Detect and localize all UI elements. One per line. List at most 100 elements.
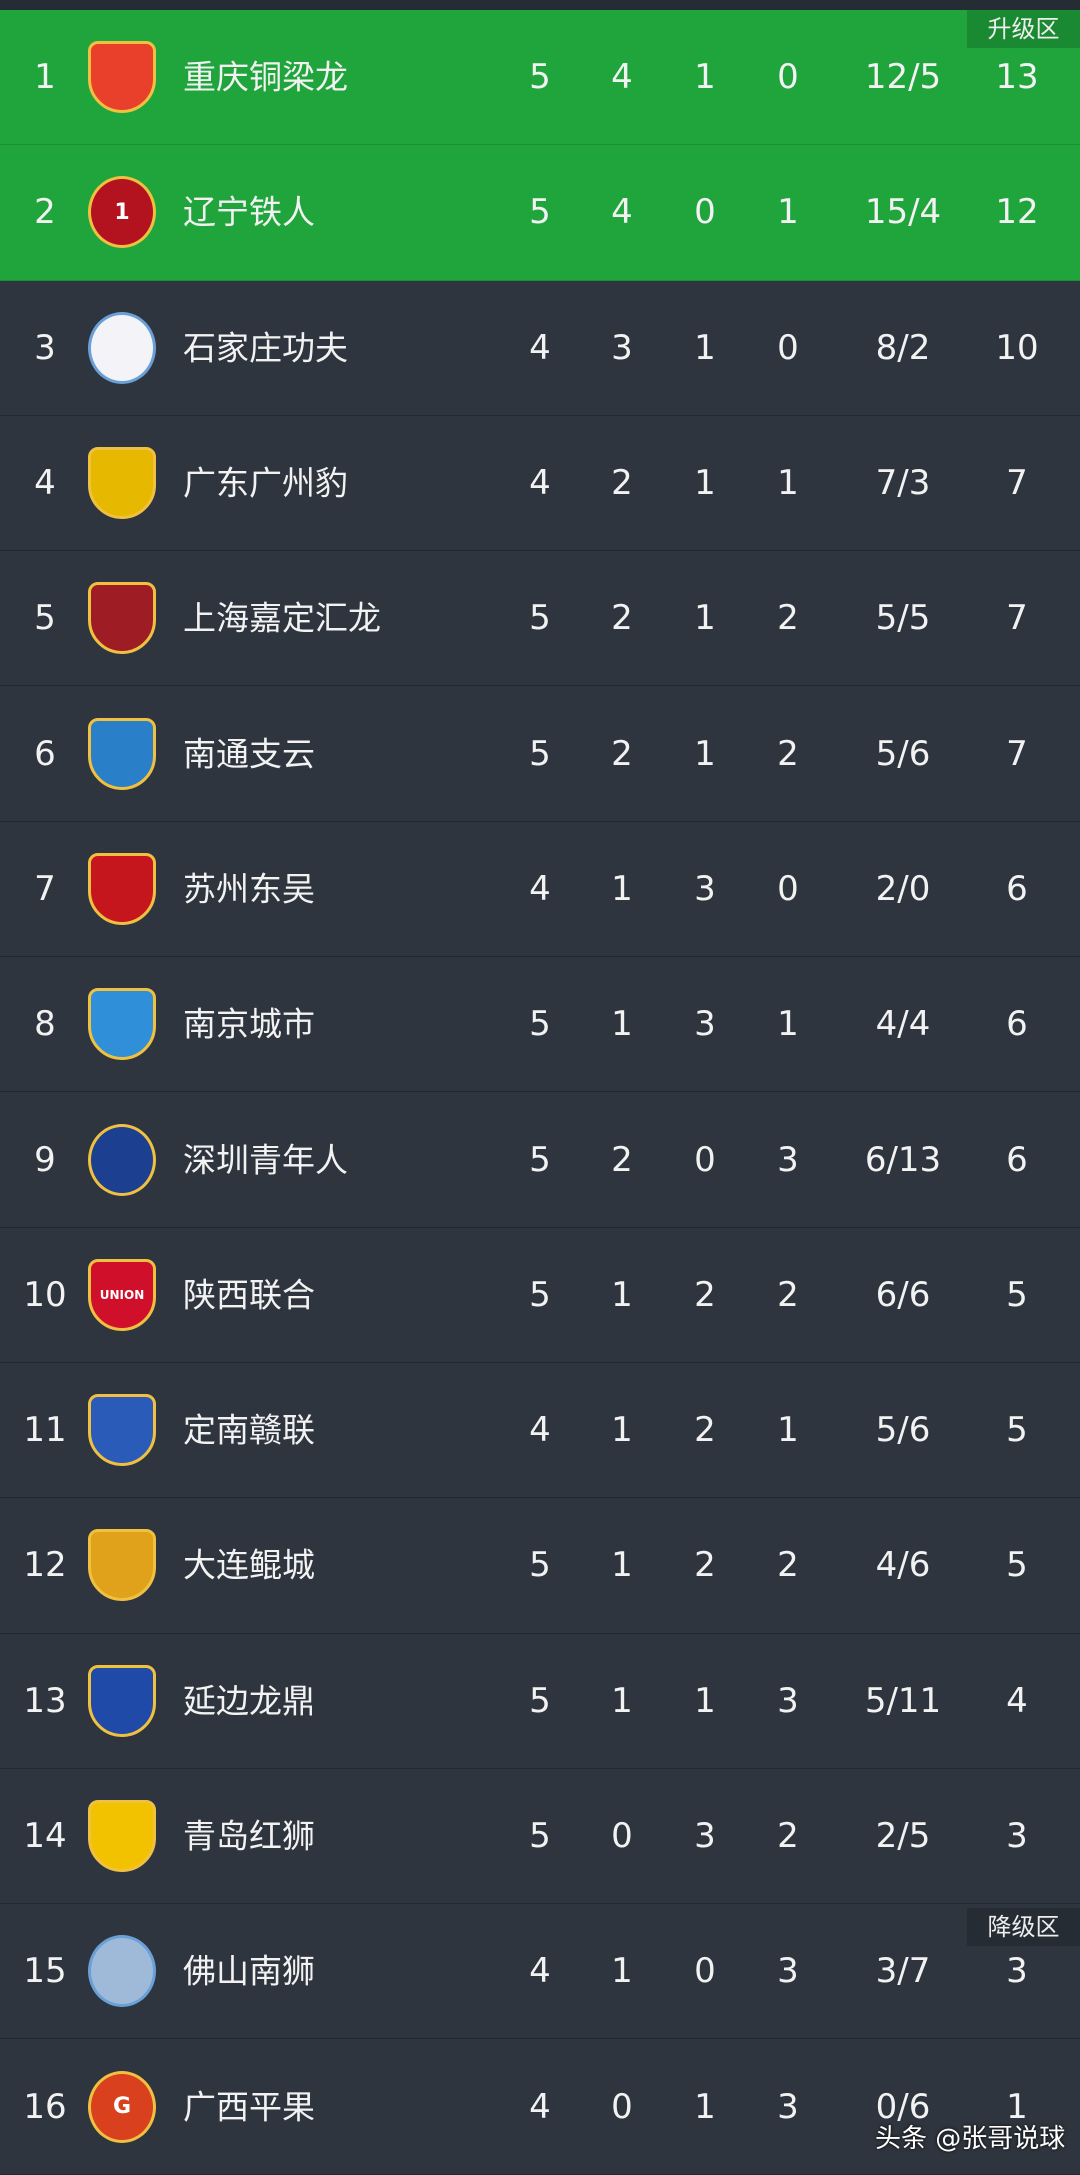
- drawn-cell: 1: [694, 733, 716, 774]
- points-cell: 13: [995, 57, 1039, 98]
- rank-cell: 13: [23, 1680, 67, 1721]
- table-row[interactable]: 11 4 1 2 1 5/6 5 定南赣联: [0, 1362, 1080, 1499]
- goals-cell: 2/0: [875, 868, 931, 909]
- team-name[interactable]: 大连鲲城: [183, 1545, 315, 1585]
- team-logo-icon: [88, 1935, 156, 2008]
- points-cell: 5: [1006, 1274, 1028, 1315]
- team-name[interactable]: 广东广州豹: [183, 463, 348, 503]
- team-name[interactable]: 辽宁铁人: [183, 192, 315, 232]
- team-name[interactable]: 南京城市: [183, 1004, 315, 1044]
- table-row[interactable]: 1 5 4 1 0 12/5 13 重庆铜梁龙: [0, 10, 1080, 146]
- table-row[interactable]: 4 4 2 1 1 7/3 7 广东广州豹: [0, 415, 1080, 552]
- goals-cell: 4/6: [875, 1545, 931, 1586]
- team-name[interactable]: 上海嘉定汇龙: [183, 598, 381, 638]
- table-row[interactable]: 14 5 0 3 2 2/5 3 青岛红狮: [0, 1768, 1080, 1905]
- table-row[interactable]: 6 5 2 1 2 5/6 7 南通支云: [0, 686, 1080, 822]
- rank-cell: 7: [34, 868, 56, 909]
- points-cell: 3: [1006, 1816, 1028, 1856]
- played-cell: 4: [529, 2086, 551, 2127]
- lost-cell: 1: [777, 192, 799, 233]
- won-cell: 4: [611, 192, 633, 233]
- played-cell: 4: [529, 1951, 551, 1992]
- points-cell: 3: [1006, 1951, 1028, 1992]
- won-cell: 0: [611, 1816, 633, 1856]
- table-row[interactable]: 15 4 1 0 3 3/7 3 佛山南狮: [0, 1904, 1080, 2040]
- team-logo-icon: UNION: [88, 1258, 156, 1331]
- team-logo-icon: [88, 988, 156, 1061]
- relegation-zone-badge: 降级区: [967, 1908, 1080, 1946]
- played-cell: 4: [529, 327, 551, 368]
- played-cell: 5: [529, 1816, 551, 1856]
- goals-cell: 5/11: [864, 1680, 942, 1721]
- team-name[interactable]: 定南赣联: [183, 1410, 315, 1450]
- lost-cell: 2: [777, 733, 799, 774]
- table-row[interactable]: 3 4 3 1 0 8/2 10 石家庄功夫: [0, 280, 1080, 416]
- team-name[interactable]: 广西平果: [183, 2087, 315, 2127]
- points-cell: 1: [1006, 2086, 1028, 2127]
- table-row[interactable]: 8 5 1 3 1 4/4 6 南京城市: [0, 957, 1080, 1093]
- goals-cell: 12/5: [864, 57, 942, 98]
- points-cell: 5: [1006, 1410, 1028, 1451]
- played-cell: 5: [529, 733, 551, 774]
- lost-cell: 2: [777, 1816, 799, 1856]
- team-name[interactable]: 佛山南狮: [183, 1951, 315, 1991]
- team-name[interactable]: 青岛红狮: [183, 1816, 315, 1856]
- goals-cell: 6/6: [875, 1274, 931, 1315]
- team-name[interactable]: 延边龙鼎: [183, 1681, 315, 1721]
- table-row[interactable]: 13 5 1 1 3 5/11 4 延边龙鼎: [0, 1633, 1080, 1769]
- team-name[interactable]: 深圳青年人: [183, 1140, 348, 1180]
- lost-cell: 1: [777, 1410, 799, 1451]
- team-logo-icon: [88, 1664, 156, 1737]
- team-name[interactable]: 陕西联合: [183, 1275, 315, 1315]
- team-logo-icon: [88, 717, 156, 790]
- goals-cell: 0/6: [875, 2086, 931, 2127]
- played-cell: 5: [529, 192, 551, 233]
- drawn-cell: 2: [694, 1410, 716, 1451]
- lost-cell: 2: [777, 1545, 799, 1586]
- team-name[interactable]: 苏州东吴: [183, 869, 315, 909]
- points-cell: 6: [1006, 1139, 1028, 1180]
- rank-cell: 6: [34, 733, 56, 774]
- table-row[interactable]: 5 5 2 1 2 5/5 7 上海嘉定汇龙: [0, 551, 1080, 687]
- played-cell: 5: [529, 1545, 551, 1586]
- won-cell: 3: [611, 327, 633, 368]
- drawn-cell: 2: [694, 1545, 716, 1586]
- drawn-cell: 1: [694, 1680, 716, 1721]
- points-cell: 10: [995, 327, 1039, 368]
- points-cell: 5: [1006, 1545, 1028, 1586]
- table-row[interactable]: 12 5 1 2 2 4/6 5 大连鲲城: [0, 1498, 1080, 1634]
- played-cell: 5: [529, 598, 551, 639]
- goals-cell: 6/13: [864, 1139, 942, 1180]
- team-logo-icon: G: [88, 2070, 156, 2143]
- drawn-cell: 3: [694, 1004, 716, 1045]
- drawn-cell: 1: [694, 57, 716, 98]
- points-cell: 6: [1006, 868, 1028, 909]
- won-cell: 4: [611, 57, 633, 98]
- goals-cell: 5/6: [875, 1410, 931, 1451]
- drawn-cell: 0: [694, 192, 716, 233]
- rank-cell: 16: [23, 2086, 67, 2127]
- table-row[interactable]: 9 5 2 0 3 6/13 6 深圳青年人: [0, 1092, 1080, 1228]
- drawn-cell: 3: [694, 868, 716, 909]
- lost-cell: 1: [777, 463, 799, 504]
- rank-cell: 10: [23, 1274, 67, 1315]
- team-name[interactable]: 石家庄功夫: [183, 328, 348, 368]
- played-cell: 4: [529, 1410, 551, 1451]
- goals-cell: 5/5: [875, 598, 931, 639]
- lost-cell: 0: [777, 57, 799, 98]
- points-cell: 6: [1006, 1004, 1028, 1045]
- goals-cell: 4/4: [875, 1004, 931, 1045]
- team-name[interactable]: 南通支云: [183, 734, 315, 774]
- table-row[interactable]: 7 4 1 3 0 2/0 6 苏州东吴: [0, 821, 1080, 958]
- table-row[interactable]: 16 4 0 1 3 0/6 1 G 广西平果: [0, 2039, 1080, 2175]
- won-cell: 2: [611, 1139, 633, 1180]
- drawn-cell: 1: [694, 463, 716, 504]
- won-cell: 1: [611, 1951, 633, 1992]
- table-row[interactable]: 10 5 1 2 2 6/6 5 UNION 陕西联合: [0, 1227, 1080, 1363]
- drawn-cell: 1: [694, 598, 716, 639]
- team-name[interactable]: 重庆铜梁龙: [183, 57, 348, 97]
- goals-cell: 15/4: [864, 192, 942, 233]
- team-logo-icon: [88, 41, 156, 114]
- table-row[interactable]: 2 5 4 0 1 15/4 12 1 辽宁铁人: [0, 145, 1080, 281]
- lost-cell: 2: [777, 598, 799, 639]
